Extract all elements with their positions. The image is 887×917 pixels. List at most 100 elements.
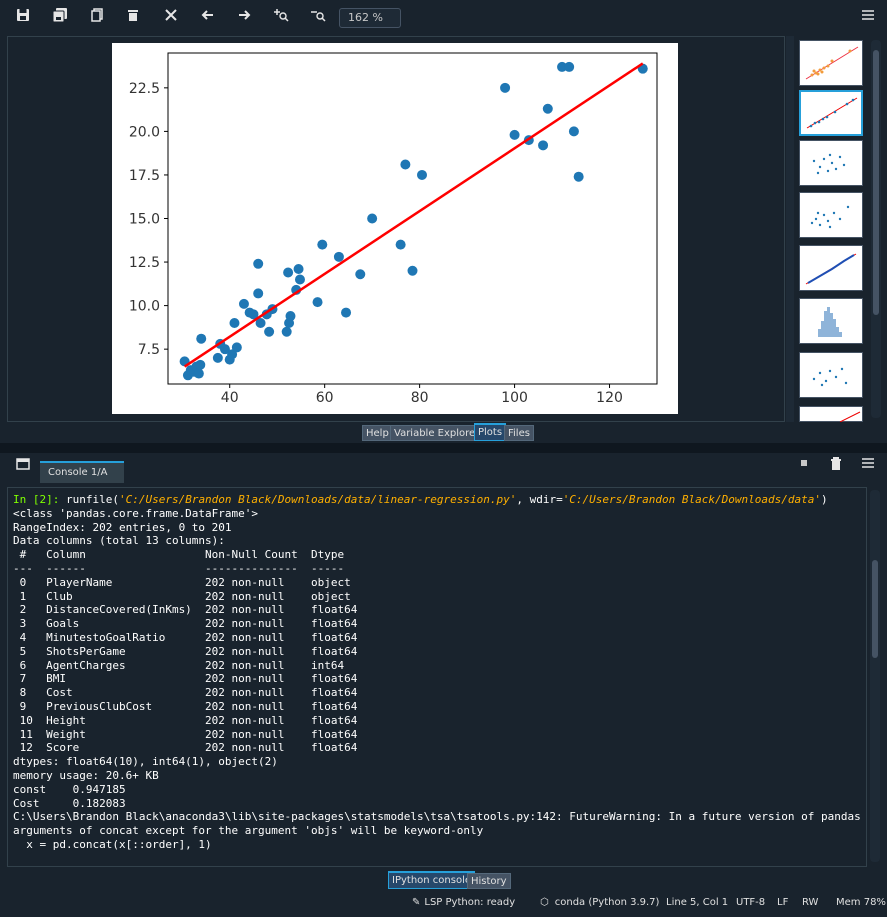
data-point [229, 318, 240, 329]
tab-files[interactable]: Files [504, 425, 534, 441]
console-command-mid: , wdir= [516, 493, 563, 506]
lsp-icon: ✎ [412, 897, 421, 908]
data-point [231, 342, 242, 353]
window-icon[interactable] [13, 457, 33, 477]
stop-icon[interactable] [794, 455, 814, 475]
lsp-status: ✎ LSP Python: ready [412, 897, 516, 908]
data-point [293, 264, 304, 275]
y-tick-label: 17.5 [129, 168, 160, 184]
memory-usage: Mem 78% [836, 897, 886, 908]
arrow-right-icon[interactable] [234, 8, 254, 28]
thumbnail-8[interactable] [799, 406, 863, 423]
thumbnail-2[interactable] [799, 90, 863, 136]
data-point [333, 251, 344, 262]
regression-line [183, 62, 644, 368]
console-tab[interactable]: Console 1/A ✕ [40, 461, 124, 499]
tab-ipython-console[interactable]: IPython console [388, 871, 476, 889]
arrow-left-icon[interactable] [198, 8, 218, 28]
console-filename-arg: 'C:/Users/Brandon Black/Downloads/data/l… [118, 493, 517, 506]
data-point [253, 288, 264, 299]
data-point [564, 61, 575, 72]
y-tick-label: 10.0 [129, 299, 160, 315]
data-point [317, 239, 328, 250]
data-point [195, 359, 206, 370]
data-point [312, 297, 323, 308]
clear-all-icon[interactable] [161, 8, 181, 28]
x-tick-label: 80 [411, 390, 429, 406]
tab-help[interactable]: Help [362, 425, 393, 441]
y-tick-label: 20.0 [129, 124, 160, 140]
cursor-position: Line 5, Col 1 [666, 897, 729, 908]
thumbnail-5[interactable] [799, 245, 863, 291]
x-tick-label: 60 [316, 390, 334, 406]
console-scrollbar-handle[interactable] [872, 560, 878, 658]
thumbnail-3[interactable] [799, 140, 863, 186]
console-scrollbar[interactable] [870, 490, 880, 862]
data-point [355, 269, 366, 280]
zoom-out-icon[interactable] [308, 8, 328, 28]
zoom-in-icon[interactable] [271, 8, 291, 28]
console-output: In [2]: runfile('C:/Users/Brandon Black/… [13, 493, 866, 852]
delete-icon[interactable] [123, 8, 143, 28]
save-all-icon[interactable] [50, 8, 70, 28]
data-point [219, 344, 230, 355]
zoom-level-field[interactable]: 162 % [339, 8, 401, 28]
data-point [193, 368, 204, 379]
status-bar: ✎ LSP Python: ready ⬡ conda (Python 3.9.7)… [0, 891, 887, 917]
console-tab-label: Console 1/A [48, 467, 108, 478]
thumbnails-scrollbar-handle[interactable] [873, 50, 879, 315]
ipython-console[interactable]: In [2]: runfile('C:/Users/Brandon Black/… [7, 487, 867, 867]
data-point [568, 126, 579, 137]
console-output-text: <class 'pandas.core.frame.DataFrame'> Ra… [13, 506, 861, 851]
data-point [238, 298, 249, 309]
tab-variable-explorer[interactable]: Variable Explorer [390, 425, 484, 441]
pane-separator[interactable] [0, 443, 887, 453]
console-prompt: In [2]: [13, 493, 60, 506]
data-point [557, 61, 568, 72]
data-point [542, 103, 553, 114]
thumbnail-7[interactable] [799, 352, 863, 398]
data-point [248, 309, 259, 320]
data-point [400, 159, 411, 170]
x-tick-label: 120 [596, 390, 623, 406]
console-header [0, 453, 887, 487]
data-point [294, 274, 305, 285]
data-point [285, 311, 296, 322]
conda-status: ⬡ conda (Python 3.9.7) [540, 897, 660, 908]
y-tick-label: 22.5 [129, 81, 160, 97]
thumbnail-1[interactable] [799, 40, 863, 86]
x-tick-label: 100 [501, 390, 528, 406]
data-point [416, 169, 427, 180]
data-point [264, 326, 275, 337]
copy-icon[interactable] [87, 8, 107, 28]
thumbnail-6[interactable] [799, 298, 863, 344]
plot-thumbnails-panel [795, 36, 871, 423]
console-command: runfile( [59, 493, 119, 506]
data-point [283, 267, 294, 278]
hamburger-menu-icon[interactable] [858, 8, 878, 28]
data-point [253, 258, 264, 269]
tab-history[interactable]: History [467, 873, 511, 889]
console-command-end: ) [820, 493, 828, 506]
x-tick-label: 40 [221, 390, 239, 406]
trash-icon[interactable] [826, 456, 846, 476]
data-point [196, 333, 207, 344]
plots-toolbar: 162 % [0, 0, 887, 36]
data-point [255, 318, 266, 329]
data-point [281, 326, 292, 337]
scatter-chart: 40 60 80 100 120 7.5 10.0 12.5 15.0 17.5 20.0 22.5 [129, 52, 658, 406]
data-point [407, 265, 418, 276]
data-point [341, 307, 352, 318]
save-icon[interactable] [13, 8, 33, 28]
data-point [367, 213, 378, 224]
file-permissions: RW [802, 897, 819, 908]
data-point [395, 239, 406, 250]
hamburger-menu-icon[interactable] [858, 456, 878, 476]
thumbnail-4[interactable] [799, 192, 863, 238]
plot-figure: 40 60 80 100 120 7.5 10.0 12.5 15.0 17.5 20.0 22.5 [112, 43, 678, 414]
data-point [573, 171, 584, 182]
splitter-handle[interactable] [786, 36, 794, 422]
line-endings: LF [777, 897, 789, 908]
tab-plots[interactable]: Plots [474, 423, 507, 441]
data-point [227, 349, 238, 360]
